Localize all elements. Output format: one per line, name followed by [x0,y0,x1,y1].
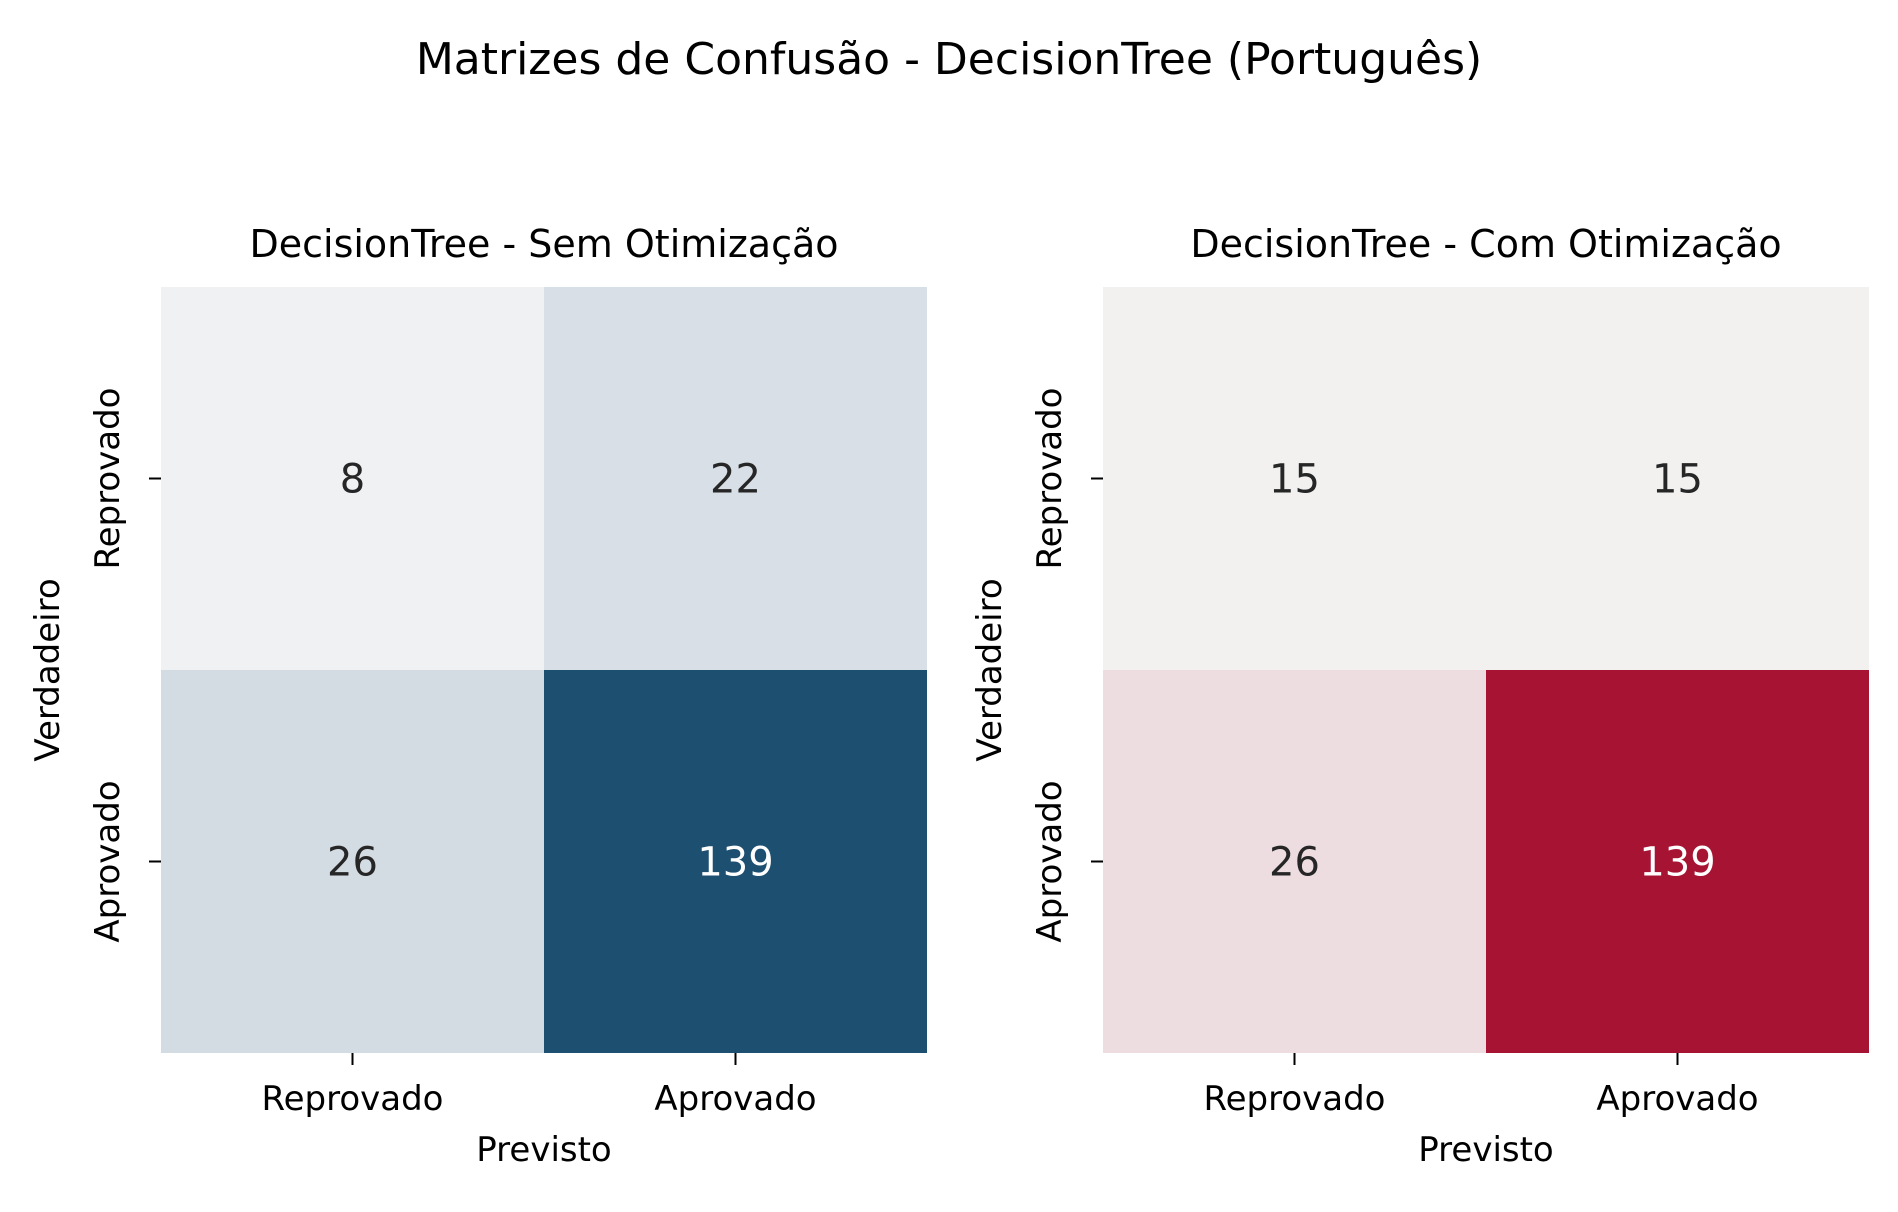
heatmap-title: DecisionTree - Com Otimização [1190,222,1781,266]
chart-panels: DecisionTree - Sem Otimização 8 22 26 139 Rep… [28,222,1869,1170]
heatmap-panel-2: DecisionTree - Com Otimização 15 15 26 139 Re… [970,222,1869,1170]
heatmap-cell [161,287,544,670]
cell-value: 26 [1269,840,1320,886]
cell-value: 139 [1639,840,1715,886]
y-tick-label: Reprovado [1030,388,1070,570]
x-tick-label: Reprovado [262,1079,444,1119]
y-tick-label: Reprovado [88,388,128,570]
x-axis-label: Previsto [1418,1130,1553,1170]
cell-value: 139 [697,840,773,886]
heatmap-title: DecisionTree - Sem Otimização [249,222,838,266]
cell-value: 22 [710,457,761,503]
cell-value: 15 [1652,457,1703,503]
x-tick-label: Reprovado [1204,1079,1386,1119]
cell-value: 15 [1269,457,1320,503]
x-axis-label: Previsto [476,1130,611,1170]
cell-value: 8 [340,457,365,503]
x-tick-label: Aprovado [654,1079,816,1119]
y-axis-label: Verdadeiro [28,578,68,761]
x-tick-label: Aprovado [1596,1079,1758,1119]
cell-value: 26 [327,840,378,886]
heatmap-cell [544,287,927,670]
y-axis-label: Verdadeiro [970,578,1010,761]
y-tick-label: Aprovado [88,780,128,942]
y-tick-label: Aprovado [1030,780,1070,942]
heatmap-cell [544,670,927,1053]
heatmap-cell [1486,670,1869,1053]
heatmap-cell [161,670,544,1053]
heatmap-panel-1: DecisionTree - Sem Otimização 8 22 26 139 Rep… [28,222,927,1170]
figure-title: Matrizes de Confusão - DecisionTree (Por… [416,34,1482,85]
heatmap-cell [1103,670,1486,1053]
heatmap-cell [1103,287,1486,670]
heatmap-cell [1486,287,1869,670]
